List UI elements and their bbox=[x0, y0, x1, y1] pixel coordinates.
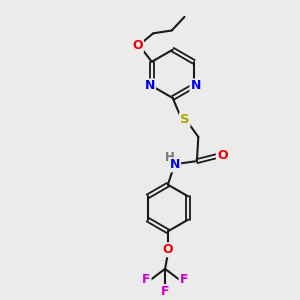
Text: S: S bbox=[180, 113, 190, 126]
Text: F: F bbox=[180, 273, 188, 286]
Text: N: N bbox=[145, 80, 155, 92]
Text: O: O bbox=[217, 149, 227, 163]
Text: N: N bbox=[190, 80, 201, 92]
Text: F: F bbox=[161, 285, 169, 298]
Text: O: O bbox=[163, 243, 173, 256]
Text: O: O bbox=[132, 39, 143, 52]
Text: H: H bbox=[165, 151, 175, 164]
Text: N: N bbox=[170, 158, 180, 171]
Text: F: F bbox=[142, 273, 151, 286]
